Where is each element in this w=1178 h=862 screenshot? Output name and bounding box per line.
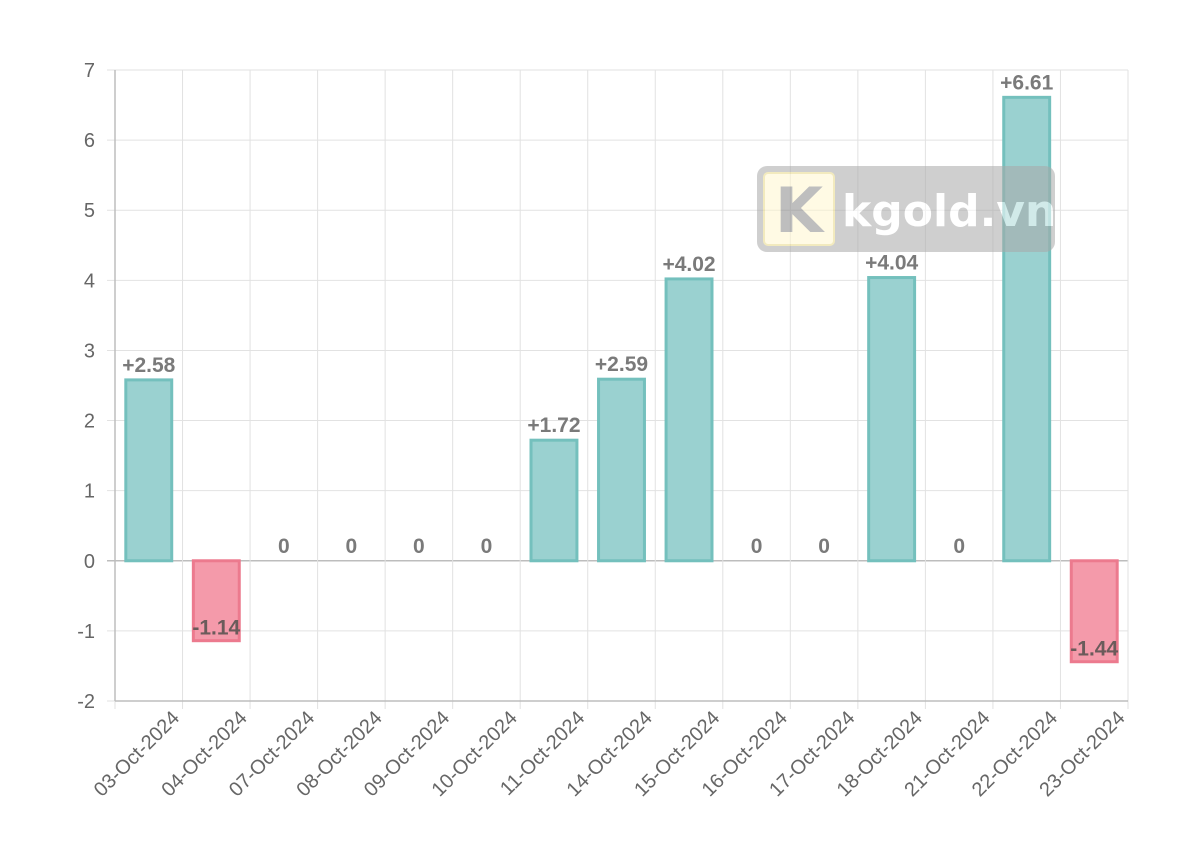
data-label: +1.72 xyxy=(527,414,580,437)
data-label: 0 xyxy=(481,535,493,558)
y-axis-ticks: 7 6 5 4 3 2 1 0 -1 -2 xyxy=(77,60,95,713)
x-axis-ticks: 03-Oct-202404-Oct-202407-Oct-202408-Oct-… xyxy=(90,707,1130,801)
data-label: 0 xyxy=(413,535,425,558)
bar xyxy=(597,377,646,563)
watermark-text: kgold.vn xyxy=(842,186,1056,237)
y-tick-label: 0 xyxy=(84,551,95,573)
y-tick-label: 1 xyxy=(84,481,95,503)
bar xyxy=(1069,559,1119,664)
bar xyxy=(191,559,241,643)
data-label: +4.02 xyxy=(662,253,715,276)
y-tick-label: -2 xyxy=(77,691,95,713)
data-label: 0 xyxy=(278,535,290,558)
data-label: -1.14 xyxy=(192,617,240,640)
data-label: +2.58 xyxy=(122,354,175,377)
bar xyxy=(529,438,579,563)
data-label: 0 xyxy=(346,535,358,558)
data-label: 0 xyxy=(953,535,965,558)
data-label: +2.59 xyxy=(595,353,648,376)
data-label: 0 xyxy=(751,535,763,558)
watermark-logo: K kgold.vn xyxy=(757,166,1056,252)
watermark-logo-badge xyxy=(763,172,835,246)
y-tick-label: -1 xyxy=(77,621,95,643)
data-label: +4.04 xyxy=(865,252,918,275)
y-tick-label: 5 xyxy=(84,200,95,222)
y-tick-label: 7 xyxy=(84,60,95,82)
y-tick-label: 4 xyxy=(84,270,95,292)
bar xyxy=(124,378,174,563)
data-label-layer: +2.58 -1.14 0 0 0 0 +1.72 +2.59 +4.02 0 0 +4.04 0 +6.… xyxy=(122,71,1118,660)
data-label: +6.61 xyxy=(1000,71,1053,94)
y-tick-label: 3 xyxy=(84,340,95,362)
y-tick-label: 6 xyxy=(84,130,95,152)
y-tick-label: 2 xyxy=(84,411,95,433)
bar xyxy=(664,277,714,563)
watermark-logo-letter: K xyxy=(775,174,825,247)
bar xyxy=(867,276,917,563)
grid-layer xyxy=(107,69,1129,709)
data-label: 0 xyxy=(818,535,830,558)
data-label: -1.44 xyxy=(1070,638,1118,661)
